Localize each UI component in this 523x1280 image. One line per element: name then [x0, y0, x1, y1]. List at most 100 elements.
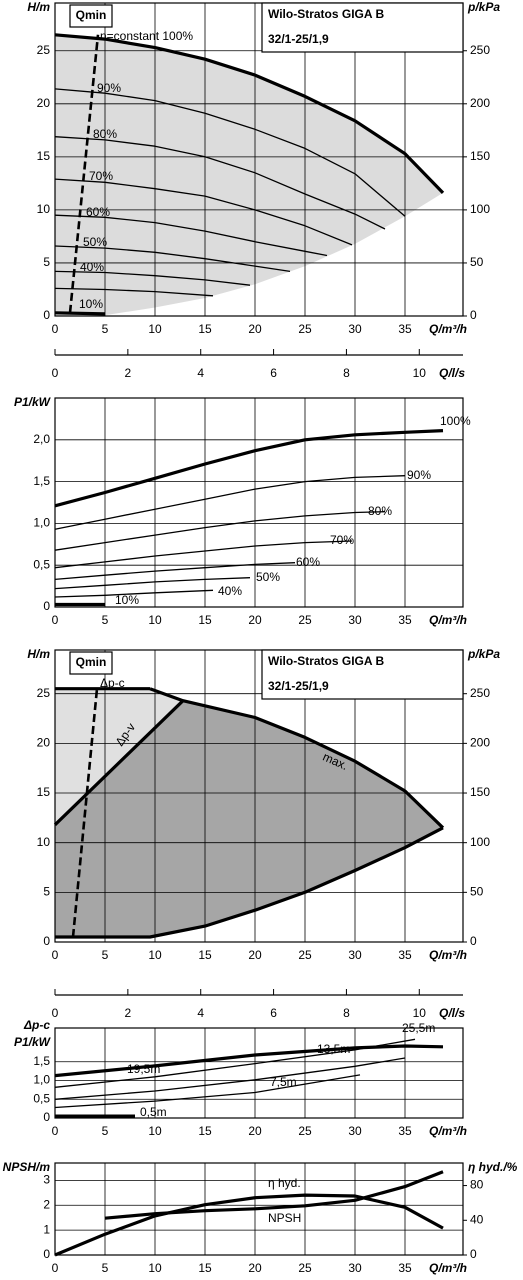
curve-label: 40% [80, 260, 104, 274]
y2-tick-label: 40 [470, 1212, 484, 1226]
curve-label: 70% [89, 169, 113, 183]
x-tick-label: 30 [348, 322, 362, 336]
qmin-label: Qmin [76, 8, 107, 22]
y-tick-label: 0 [43, 934, 50, 948]
x2-tick-label: 8 [343, 366, 350, 380]
y-tick-label: 3 [43, 1173, 50, 1187]
x-tick-label: 0 [52, 1124, 59, 1138]
curve-label: 100% [440, 414, 471, 428]
curve [54, 511, 386, 551]
curve [54, 214, 328, 257]
y-tick-label: 15 [37, 149, 51, 163]
y-tick-label: 1 [43, 1222, 50, 1236]
y2-tick-label: 200 [470, 736, 490, 750]
curve-label: η hyd. [268, 1176, 301, 1190]
curve [54, 475, 406, 530]
y2-tick-label: 150 [470, 785, 490, 799]
x-tick-label: 15 [198, 948, 212, 962]
x-tick-label: 15 [198, 322, 212, 336]
curve-label: 0,5m [140, 1105, 167, 1119]
curve-label: NPSH [268, 1211, 301, 1225]
x-axis-label: Q/m³/h [429, 948, 467, 962]
title: Wilo-Stratos GIGA B [268, 7, 384, 21]
x2-tick-label: 10 [413, 1006, 427, 1020]
y2-axis-label: η hyd./% [468, 1160, 518, 1174]
title: Wilo-Stratos GIGA B [268, 654, 384, 668]
y-tick-label: 1,0 [33, 516, 50, 530]
y-tick-label: 1,0 [33, 1073, 50, 1087]
y-tick-label: 25 [37, 686, 51, 700]
y2-tick-label: 50 [470, 885, 484, 899]
curve-label: 10% [79, 297, 103, 311]
x-tick-label: 10 [148, 613, 162, 627]
curve-label: 19,5m [127, 1062, 160, 1076]
operating-range [55, 34, 443, 317]
plot-frame [54, 1027, 464, 1119]
y2-tick-label: 250 [470, 686, 490, 700]
y-tick-label: 2 [43, 1197, 50, 1211]
x-tick-label: 5 [102, 613, 109, 627]
y-tick-label: 10 [37, 202, 51, 216]
x2-tick-label: 0 [52, 366, 59, 380]
curve [104, 1170, 444, 1220]
y-tick-label: 10 [37, 835, 51, 849]
x-tick-label: 25 [298, 1124, 312, 1138]
curve [54, 311, 106, 316]
x-tick-label: 35 [398, 1261, 412, 1275]
curve [68, 34, 100, 313]
x2-tick-label: 10 [413, 366, 427, 380]
y-tick-label: 25 [37, 43, 51, 57]
curve [54, 33, 445, 195]
y2-tick-label: 250 [470, 43, 490, 57]
y2-tick-label: 80 [470, 1178, 484, 1192]
y-axis-label: Δp-c [23, 1018, 50, 1032]
curve [54, 88, 406, 217]
curve-label: 90% [97, 81, 121, 95]
curve [54, 577, 251, 590]
x-tick-label: 5 [102, 322, 109, 336]
curve-label: 10% [115, 593, 139, 607]
x-tick-label: 35 [398, 322, 412, 336]
y-axis-label: P1/kW [14, 1035, 52, 1049]
y2-axis-label: p/kPa [467, 647, 500, 661]
x-tick-label: 15 [198, 1124, 212, 1138]
curve [54, 1074, 361, 1109]
curve [54, 287, 214, 297]
x-tick-label: 30 [348, 1124, 362, 1138]
curve [54, 136, 386, 230]
x2-tick-label: 6 [270, 1006, 277, 1020]
x-tick-label: 15 [198, 613, 212, 627]
x-axis-label: Q/m³/h [429, 1261, 467, 1275]
plot-frame [54, 649, 464, 943]
y-tick-label: 0,5 [33, 1091, 50, 1105]
curve [53, 699, 185, 826]
y2-tick-label: 150 [470, 149, 490, 163]
x2-tick-label: 2 [125, 1006, 132, 1020]
x-tick-label: 25 [298, 1261, 312, 1275]
x-tick-label: 10 [148, 1124, 162, 1138]
x-tick-label: 30 [348, 1261, 362, 1275]
x-tick-label: 10 [148, 948, 162, 962]
y-tick-label: 1,5 [33, 1054, 50, 1068]
x2-tick-label: 0 [52, 1006, 59, 1020]
y2-tick-label: 200 [470, 96, 490, 110]
y2-tick-label: 0 [470, 934, 477, 948]
curve [55, 826, 444, 939]
y-tick-label: 15 [37, 785, 51, 799]
y2-tick-label: 0 [470, 308, 477, 322]
curve [54, 1038, 416, 1088]
x-axis-label: Q/m³/h [429, 1124, 467, 1138]
curve [71, 688, 99, 938]
qmin-label: Qmin [76, 655, 107, 669]
plot-frame [54, 397, 464, 608]
y-axis-label: H/m [27, 0, 50, 14]
curve [54, 429, 444, 508]
y-axis-label: H/m [27, 647, 50, 661]
operating-range [55, 700, 443, 937]
x2-tick-label: 6 [270, 366, 277, 380]
curve-label: 25,5m [402, 1021, 435, 1035]
curve-label: 60% [296, 555, 320, 569]
y2-tick-label: 100 [470, 835, 490, 849]
y-axis-label: P1/kW [14, 395, 52, 409]
